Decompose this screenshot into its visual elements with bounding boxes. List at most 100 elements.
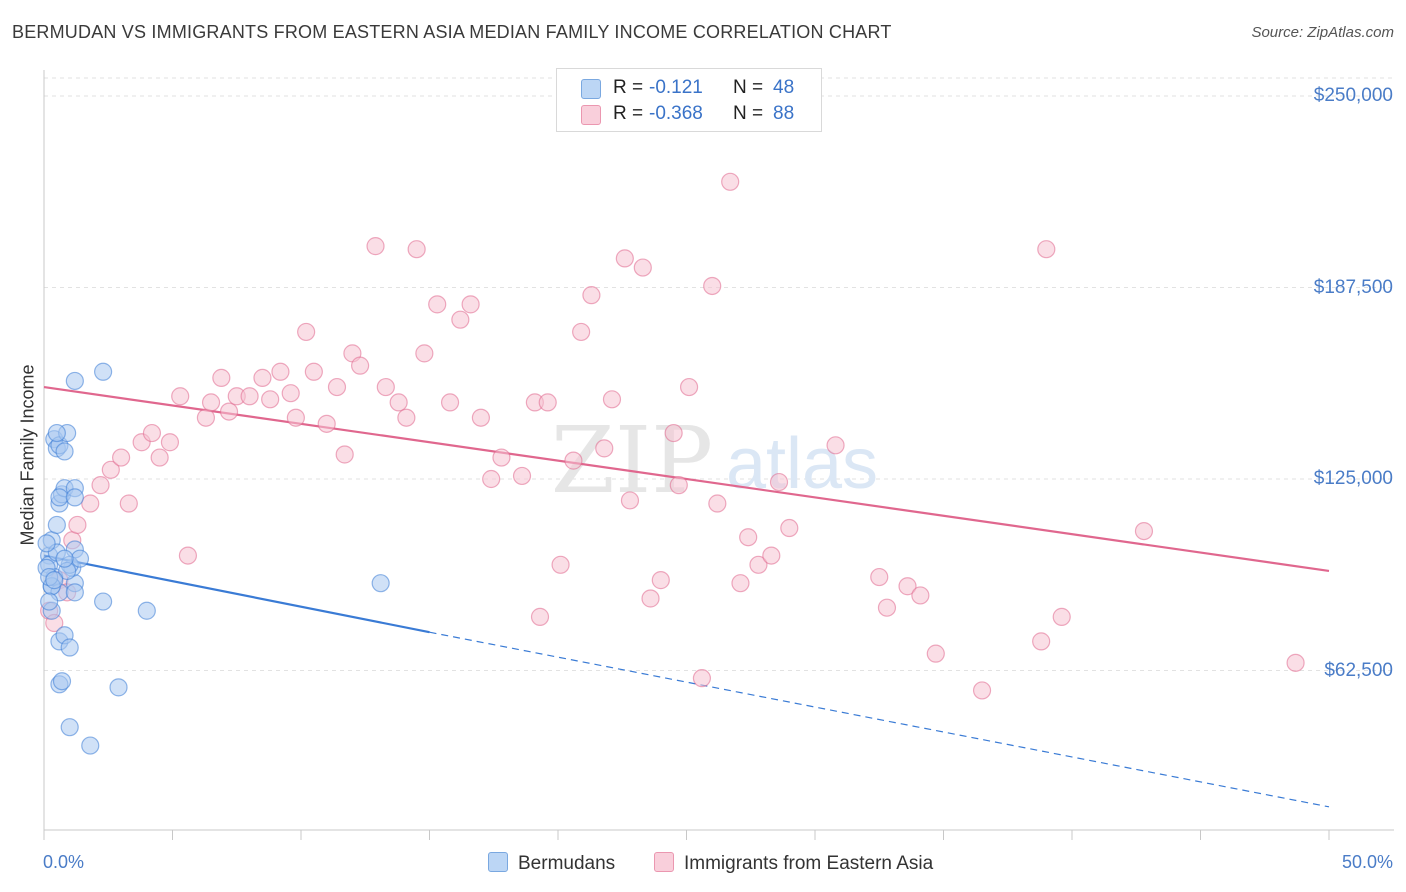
data-point-eastern-asia [492,448,511,467]
data-point-bermudans [52,672,72,691]
grid-lines [44,77,1394,671]
data-point-eastern-asia [1286,653,1305,672]
data-point-eastern-asia [780,518,799,538]
data-point-bermudans [50,488,69,507]
data-point-eastern-asia [428,295,447,314]
data-point-eastern-asia [826,436,845,455]
data-point-bermudans [137,601,156,620]
data-point-eastern-asia [538,393,557,412]
y-tick-label-62500: $62,500 [1324,659,1393,681]
data-point-eastern-asia [196,408,216,427]
data-point-eastern-asia [451,310,470,329]
data-points [37,172,1305,755]
data-point-eastern-asia [397,408,416,427]
r-value: -0.368 [649,103,703,124]
data-point-eastern-asia [739,528,758,547]
data-point-bermudans [60,718,79,737]
data-point-eastern-asia [620,491,640,510]
legend-swatch-bermudans [488,852,508,872]
data-point-eastern-asia [271,362,290,381]
data-point-eastern-asia [261,390,280,409]
data-point-eastern-asia [81,494,100,513]
data-point-eastern-asia [212,368,231,387]
data-point-eastern-asia [281,384,300,403]
data-point-eastern-asia [415,344,434,363]
y-axis-label: Median Family Income [17,364,38,546]
data-point-eastern-asia [877,598,897,617]
n-label: N = [733,77,764,98]
data-point-eastern-asia [171,387,190,406]
data-point-eastern-asia [160,433,180,452]
data-point-eastern-asia [551,555,570,574]
data-point-eastern-asia [564,451,583,470]
source-label: Source: ZipAtlas.com [1251,24,1394,41]
data-point-eastern-asia [150,448,169,467]
data-point-eastern-asia [351,356,370,375]
data-point-eastern-asia [651,571,670,590]
data-point-eastern-asia [407,240,426,259]
data-point-eastern-asia [101,460,120,479]
data-point-bermudans [94,592,113,611]
data-point-bermudans [94,362,113,381]
data-point-eastern-asia [572,322,591,342]
data-point-eastern-asia [327,377,347,397]
data-point-eastern-asia [926,644,945,663]
data-point-eastern-asia [253,368,272,387]
data-point-eastern-asia [119,494,138,513]
axes [43,70,1394,840]
data-point-bermudans [371,574,390,593]
data-point-eastern-asia [582,286,601,305]
data-point-eastern-asia [482,469,501,489]
data-point-bermudans [65,583,84,602]
r-label: R = [613,103,644,124]
data-point-eastern-asia [1032,632,1051,651]
data-point-eastern-asia [749,555,768,574]
data-point-eastern-asia [297,322,316,342]
legend-item-bermudans[interactable]: Bermudans [488,852,615,875]
y-tick-label-250000: $250,000 [1313,85,1393,106]
data-point-eastern-asia [376,377,395,397]
stats-swatch-bermudans [581,79,601,99]
data-point-eastern-asia [664,423,683,443]
data-point-eastern-asia [471,408,490,427]
data-point-eastern-asia [142,423,162,443]
data-point-eastern-asia [366,237,385,256]
data-point-eastern-asia [1134,521,1154,541]
data-point-eastern-asia [769,472,789,492]
data-point-eastern-asia [91,476,110,495]
legend-label-eastern-asia: Immigrants from Eastern Asia [684,853,934,874]
data-point-eastern-asia [1052,607,1071,626]
data-point-bermudans [81,736,100,755]
data-point-eastern-asia [911,586,930,605]
data-point-eastern-asia [440,393,460,412]
data-point-bermudans [65,371,84,391]
data-point-eastern-asia [240,387,259,406]
data-point-eastern-asia [641,589,660,608]
data-point-eastern-asia [898,577,917,596]
data-point-eastern-asia [731,574,750,593]
data-point-eastern-asia [679,377,699,397]
data-point-eastern-asia [762,546,781,565]
chart-title: BERMUDAN VS IMMIGRANTS FROM EASTERN ASIA… [12,22,892,42]
watermark-atlas: atlas [726,424,878,504]
data-point-eastern-asia [335,445,354,464]
data-point-eastern-asia [595,439,614,458]
data-point-eastern-asia [286,408,305,427]
legend-item-eastern-asia[interactable]: Immigrants from Eastern Asia [654,852,933,875]
data-point-eastern-asia [602,390,622,409]
data-point-eastern-asia [703,276,722,296]
data-point-eastern-asia [972,681,992,700]
data-point-bermudans [70,549,90,568]
data-point-eastern-asia [669,476,688,495]
data-point-bermudans [55,549,74,568]
data-point-bermudans [37,534,56,553]
legend-label-bermudans: Bermudans [518,853,616,874]
y-tick-label-125000: $125,000 [1313,468,1393,489]
data-point-bermudans [60,638,79,657]
data-point-eastern-asia [201,393,221,412]
data-point-eastern-asia [304,362,323,381]
data-point-eastern-asia [317,414,336,433]
data-point-eastern-asia [512,466,532,486]
r-value: -0.121 [649,77,703,98]
data-point-eastern-asia [530,607,550,626]
